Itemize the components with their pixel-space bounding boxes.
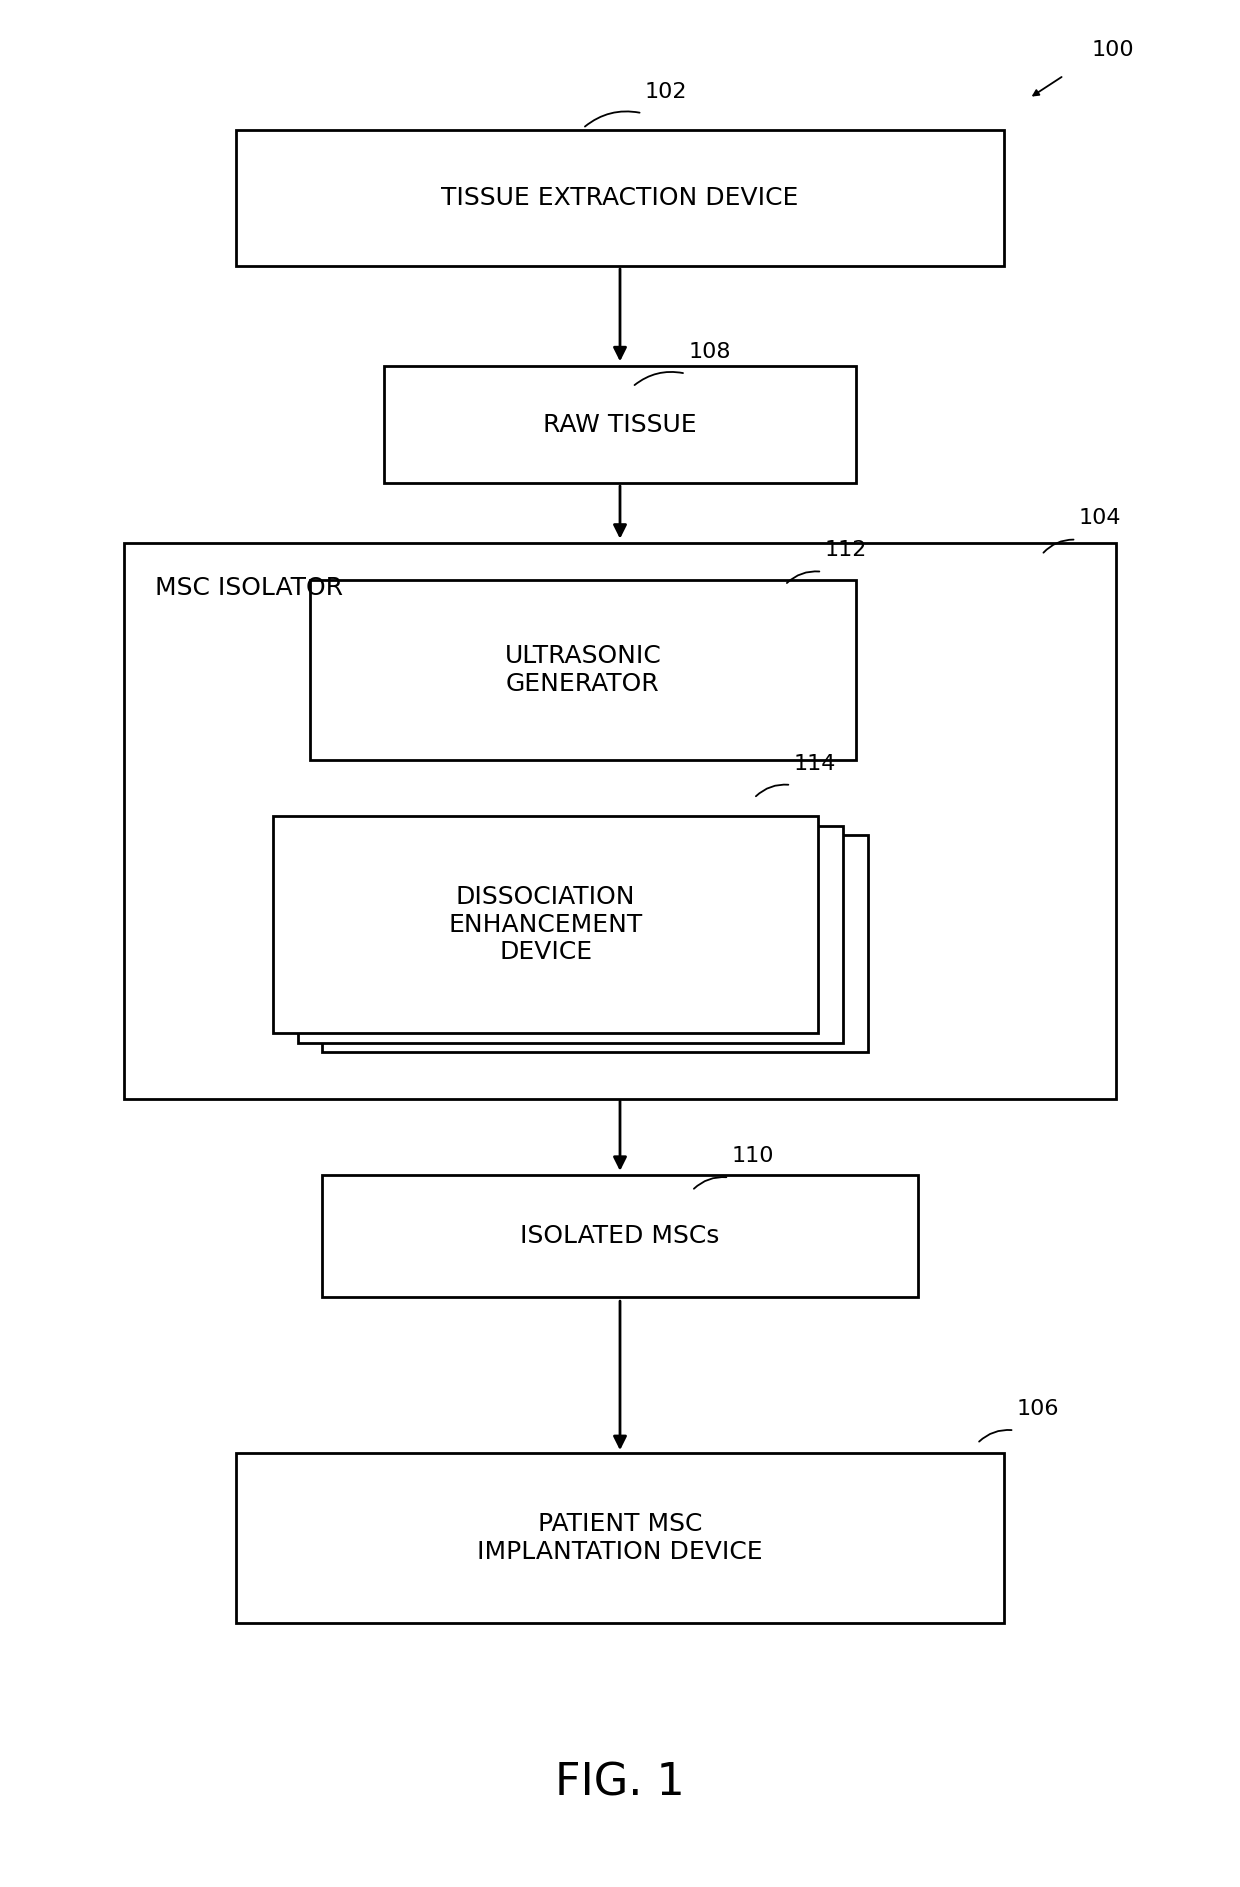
- Text: 114: 114: [794, 753, 836, 774]
- Bar: [310, 581, 856, 759]
- Text: 100: 100: [1091, 40, 1133, 60]
- Text: TISSUE EXTRACTION DEVICE: TISSUE EXTRACTION DEVICE: [441, 187, 799, 209]
- Bar: [322, 1174, 918, 1298]
- Text: 106: 106: [1017, 1398, 1059, 1419]
- Bar: [273, 815, 818, 1032]
- Text: RAW TISSUE: RAW TISSUE: [543, 413, 697, 436]
- Text: FIG. 1: FIG. 1: [556, 1762, 684, 1804]
- Bar: [236, 1453, 1004, 1623]
- Text: ULTRASONIC
GENERATOR: ULTRASONIC GENERATOR: [505, 643, 661, 696]
- Text: 110: 110: [732, 1145, 774, 1166]
- Text: 112: 112: [825, 540, 867, 560]
- Text: ISOLATED MSCs: ISOLATED MSCs: [521, 1225, 719, 1247]
- Text: PATIENT MSC
IMPLANTATION DEVICE: PATIENT MSC IMPLANTATION DEVICE: [477, 1511, 763, 1564]
- Text: 102: 102: [645, 81, 687, 102]
- Text: 104: 104: [1079, 508, 1121, 528]
- Bar: [298, 827, 843, 1042]
- Bar: [124, 543, 1116, 1098]
- Text: DISSOCIATION
ENHANCEMENT
DEVICE: DISSOCIATION ENHANCEMENT DEVICE: [449, 885, 642, 964]
- Text: MSC ISOLATOR: MSC ISOLATOR: [155, 577, 343, 600]
- Bar: [322, 834, 868, 1051]
- Text: 108: 108: [688, 342, 730, 362]
- Bar: [384, 366, 856, 483]
- Bar: [236, 130, 1004, 266]
